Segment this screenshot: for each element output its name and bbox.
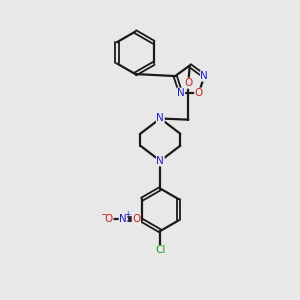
Text: +: +	[124, 210, 130, 219]
Text: N: N	[156, 156, 164, 166]
Text: O: O	[184, 78, 192, 88]
Text: Cl: Cl	[155, 245, 166, 255]
Text: N: N	[119, 214, 127, 224]
Text: O: O	[132, 214, 140, 224]
Text: O: O	[105, 214, 113, 224]
Text: −: −	[100, 210, 107, 219]
Text: N: N	[156, 113, 164, 124]
Text: O: O	[195, 88, 203, 98]
Text: N: N	[200, 71, 208, 81]
Text: N: N	[177, 88, 184, 98]
